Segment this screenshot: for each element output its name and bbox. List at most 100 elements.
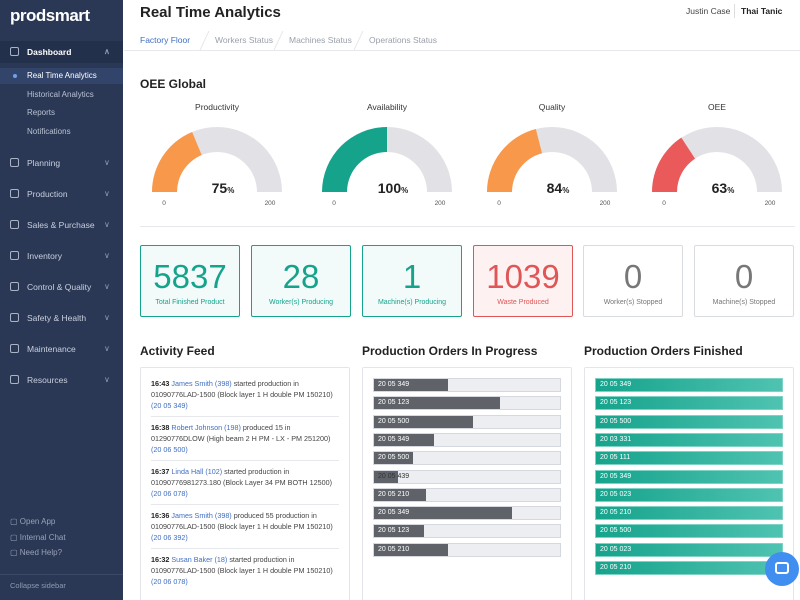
icon [10,158,19,167]
finished-track: 20 05 500 [595,414,783,429]
footer-label: Internal Chat [19,532,66,542]
company-name[interactable]: Thai Tanic [741,6,783,16]
chevron: ∧ [104,47,110,56]
footer-link[interactable]: ▢ Open App [10,517,55,526]
submenu-item[interactable]: Reports [0,105,123,121]
gauge-fill [487,129,543,192]
divider [140,226,795,227]
stat-card[interactable]: 5837 Total Finished Product [140,245,240,317]
order-label[interactable]: 20 05 123 [378,399,410,407]
order-label[interactable]: 20 05 123 [378,527,410,535]
chevron: ∨ [104,282,110,291]
logo[interactable]: prodsmart [10,6,90,25]
tab-separator [199,31,210,50]
menu-item[interactable]: Inventory ∨ [0,245,123,267]
chevron: ∨ [104,313,110,322]
order-label[interactable]: 20 05 210 [378,545,410,553]
finished-bar [596,397,782,410]
finished-bar [596,525,782,538]
footer-icon: ▢ [10,548,20,557]
order-label[interactable]: 20 05 500 [378,417,410,425]
menu-item[interactable]: Dashboard ∧ [0,41,123,63]
footer-link[interactable]: ▢ Need Help? [10,548,62,557]
feed-time: 16:38 [151,423,170,432]
chevron: ∨ [104,158,110,167]
footer-link[interactable]: ▢ Internal Chat [10,533,66,542]
finished-track: 20 05 210 [595,506,783,521]
tab[interactable]: Operations Status [369,35,438,45]
order-label[interactable]: 20 05 349 [378,435,410,443]
menu-item[interactable]: Production ∨ [0,183,123,205]
sidebar-divider [0,574,123,575]
gauge-title: OEE [708,102,726,112]
order-label[interactable]: 20 05 349 [600,472,632,480]
order-label[interactable]: 20 05 500 [378,454,410,462]
feed-divider [151,460,339,461]
order-label[interactable]: 20 05 500 [600,527,632,535]
stat-label: Worker(s) Producing [268,299,334,306]
finished-bar [596,507,782,520]
feed-user[interactable]: Linda Hall (102) [171,467,223,476]
order-label[interactable]: 20 05 111 [600,454,631,462]
gauge-max: 200 [435,200,446,207]
finished-track: 20 05 349 [595,378,783,392]
order-label[interactable]: 20 05 210 [600,509,632,517]
finished-bar [596,470,782,483]
feed-order[interactable]: (20 06 500) [151,445,188,454]
feed-text: started production in 01090776LAD-1500 (… [151,555,333,575]
feed-user[interactable]: Susan Baker (18) [171,555,228,564]
order-label[interactable]: 20 05 349 [600,381,632,388]
order-label[interactable]: 20 05 349 [378,509,410,517]
menu-item[interactable]: Planning ∨ [0,152,123,174]
feed-user[interactable]: James Smith (398) [171,511,232,520]
submenu-item[interactable]: Notifications [0,124,123,140]
order-label[interactable]: 20 05 023 [600,490,632,498]
stat-card[interactable]: 1 Machine(s) Producing [362,245,462,317]
submenu-item[interactable]: Real Time Analytics [0,68,123,84]
progress-bar [374,397,501,410]
finished-track: 20 05 210 [595,561,783,575]
menu-item[interactable]: Sales & Purchase ∨ [0,214,123,236]
stat-value: 5837 [153,258,227,295]
page-title: Real Time Analytics [140,4,281,21]
stat-card[interactable]: 0 Worker(s) Stopped [583,245,683,317]
order-label[interactable]: 20 05 123 [600,399,632,407]
collapse-sidebar[interactable]: Collapse sidebar [10,581,66,590]
stat-card[interactable]: 0 Machine(s) Stopped [694,245,794,317]
feed-user[interactable]: James Smith (398) [171,379,232,388]
gauge-number: 100 [378,180,402,196]
stat-card[interactable]: 1039 Waste Produced [473,245,573,317]
order-label[interactable]: 20 05 210 [600,564,632,571]
stat-card[interactable]: 28 Worker(s) Producing [251,245,351,317]
order-label[interactable]: 20 05 439 [378,472,410,480]
feed-order[interactable]: (20 06 078) [151,489,188,498]
menu-item[interactable]: Control & Quality ∨ [0,276,123,298]
feed-order[interactable]: (20 06 078) [151,577,188,586]
order-label[interactable]: 20 05 500 [600,417,632,425]
menu-item[interactable]: Resources ∨ [0,369,123,391]
order-label[interactable]: 20 03 331 [600,435,632,443]
gauge-unit: % [727,186,734,195]
order-label[interactable]: 20 05 210 [378,490,410,498]
menu-item[interactable]: Maintenance ∨ [0,338,123,360]
stat-value: 1039 [486,258,560,295]
tab[interactable]: Workers Status [215,35,273,45]
gauge-value: 75% [212,180,235,196]
progress-track: 20 05 349 [373,432,561,447]
menu-item[interactable]: Safety & Health ∨ [0,307,123,329]
feed-divider [151,504,339,505]
tab[interactable]: Factory Floor [140,35,191,45]
chat-button[interactable] [765,552,799,586]
finished-bar [596,452,782,465]
user-name[interactable]: Justin Case [686,6,731,16]
order-label[interactable]: 20 05 349 [378,381,410,388]
tab[interactable]: Machines Status [289,35,352,45]
feed-order[interactable]: (20 06 392) [151,533,188,542]
submenu-item[interactable]: Historical Analytics [0,87,123,103]
order-label[interactable]: 20 05 023 [600,545,632,553]
icon [10,47,19,56]
progress-bar [374,488,427,501]
feed-order[interactable]: (20 05 349) [151,401,188,410]
feed-user[interactable]: Robert Johnson (198) [171,423,241,432]
